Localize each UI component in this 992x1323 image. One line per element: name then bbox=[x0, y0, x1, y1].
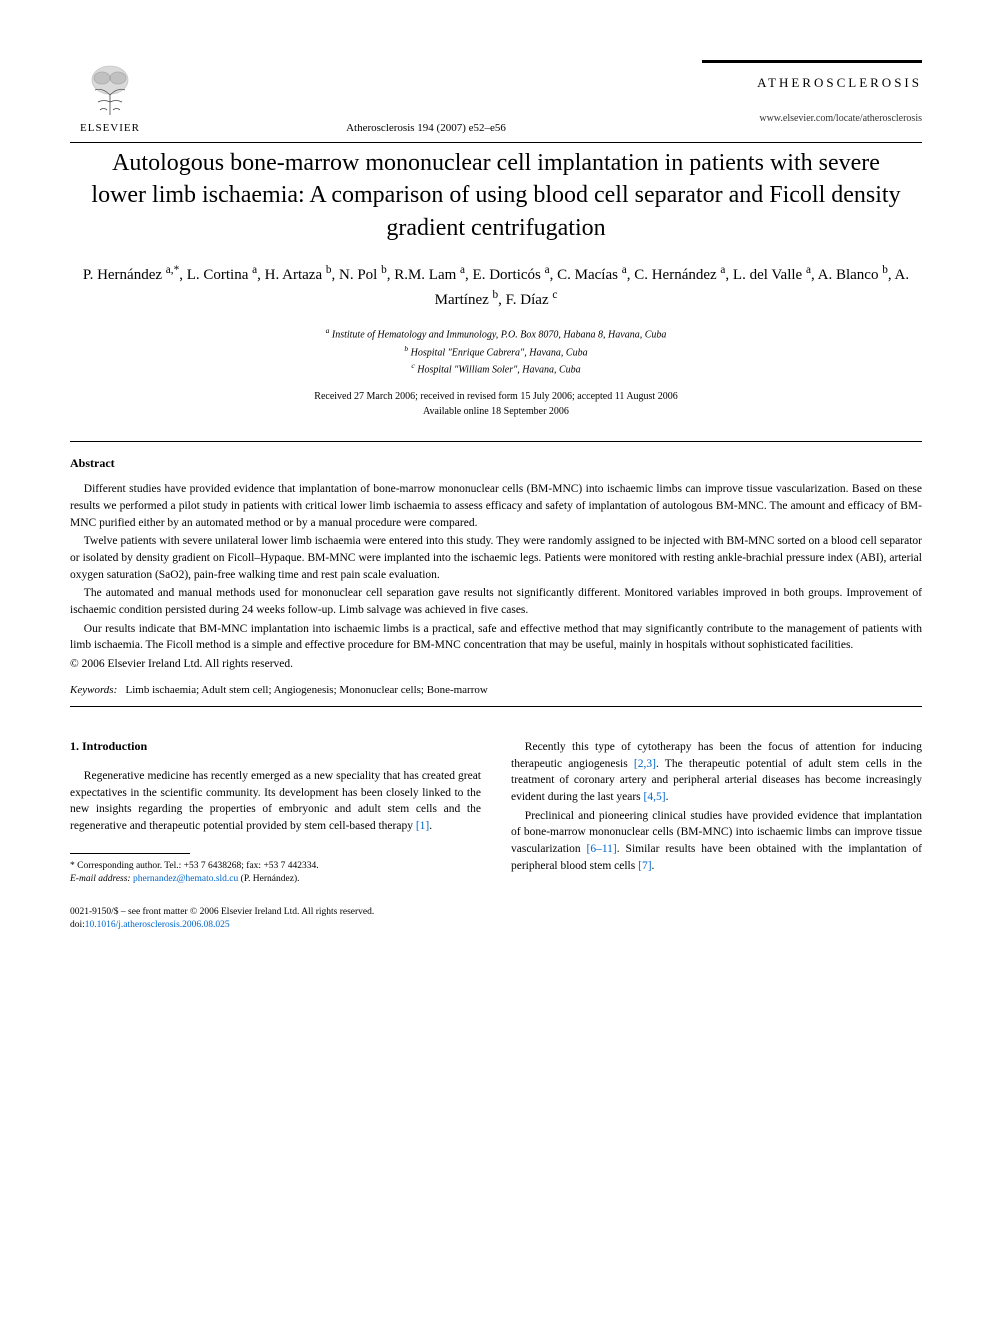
corresponding-author-footnote: * Corresponding author. Tel.: +53 7 6438… bbox=[70, 860, 481, 887]
history-dates: Received 27 March 2006; received in revi… bbox=[70, 389, 922, 404]
email-attribution: (P. Hernández). bbox=[241, 874, 300, 884]
publisher-logo-block: ELSEVIER bbox=[70, 60, 150, 134]
ref-link[interactable]: [1] bbox=[416, 820, 429, 832]
doi-value[interactable]: 10.1016/j.atherosclerosis.2006.08.025 bbox=[85, 920, 230, 930]
keywords-label: Keywords: bbox=[70, 684, 117, 696]
doi-label: doi: bbox=[70, 920, 85, 930]
journal-rule bbox=[702, 60, 922, 63]
left-column: 1. Introduction Regenerative medicine ha… bbox=[70, 739, 481, 886]
email-label: E-mail address: bbox=[70, 874, 131, 884]
doi-line: doi:10.1016/j.atherosclerosis.2006.08.02… bbox=[70, 919, 922, 932]
elsevier-tree-icon bbox=[80, 60, 140, 120]
abstract-para: Our results indicate that BM-MNC implant… bbox=[70, 621, 922, 654]
copyright-line: © 2006 Elsevier Ireland Ltd. All rights … bbox=[70, 658, 922, 670]
corresponding-line: * Corresponding author. Tel.: +53 7 6438… bbox=[70, 860, 481, 873]
rule-above-abstract bbox=[70, 441, 922, 442]
abstract-body: Different studies have provided evidence… bbox=[70, 481, 922, 654]
right-column: Recently this type of cytotherapy has be… bbox=[511, 739, 922, 886]
affiliations: a Institute of Hematology and Immunology… bbox=[70, 325, 922, 377]
intro-para-3: Preclinical and pioneering clinical stud… bbox=[511, 808, 922, 875]
abstract-para: The automated and manual methods used fo… bbox=[70, 585, 922, 618]
body-columns: 1. Introduction Regenerative medicine ha… bbox=[70, 739, 922, 886]
journal-url[interactable]: www.elsevier.com/locate/atherosclerosis bbox=[759, 113, 922, 124]
online-date: Available online 18 September 2006 bbox=[70, 404, 922, 419]
keywords-line: Keywords: Limb ischaemia; Adult stem cel… bbox=[70, 684, 922, 696]
email-address[interactable]: phernandez@hemato.sld.cu bbox=[133, 874, 238, 884]
footnote-rule bbox=[70, 853, 190, 854]
abstract-heading: Abstract bbox=[70, 456, 922, 471]
intro-para-1: Regenerative medicine has recently emerg… bbox=[70, 768, 481, 835]
affiliation-b: b Hospital "Enrique Cabrera", Havana, Cu… bbox=[70, 343, 922, 360]
abstract-para: Twelve patients with severe unilateral l… bbox=[70, 533, 922, 583]
ref-link[interactable]: [2,3] bbox=[634, 758, 656, 770]
citation-line: Atherosclerosis 194 (2007) e52–e56 bbox=[150, 122, 702, 134]
publisher-name: ELSEVIER bbox=[80, 122, 140, 134]
article-title: Autologous bone-marrow mononuclear cell … bbox=[90, 147, 902, 244]
email-line: E-mail address: phernandez@hemato.sld.cu… bbox=[70, 873, 481, 886]
bottom-info: 0021-9150/$ – see front matter © 2006 El… bbox=[70, 906, 922, 933]
authors-list: P. Hernández a,*, L. Cortina a, H. Artaz… bbox=[70, 262, 922, 311]
journal-block: ATHEROSCLEROSIS www.elsevier.com/locate/… bbox=[702, 60, 922, 124]
keywords-values: Limb ischaemia; Adult stem cell; Angioge… bbox=[126, 684, 488, 696]
ref-link[interactable]: [6–11] bbox=[587, 843, 617, 855]
affiliation-c: c Hospital "William Soler", Havana, Cuba bbox=[70, 360, 922, 377]
article-dates: Received 27 March 2006; received in revi… bbox=[70, 389, 922, 419]
issn-line: 0021-9150/$ – see front matter © 2006 El… bbox=[70, 906, 922, 919]
intro-para-2: Recently this type of cytotherapy has be… bbox=[511, 739, 922, 806]
page-header: ELSEVIER Atherosclerosis 194 (2007) e52–… bbox=[70, 60, 922, 143]
abstract-para: Different studies have provided evidence… bbox=[70, 481, 922, 531]
ref-link[interactable]: [4,5] bbox=[644, 791, 666, 803]
journal-name: ATHEROSCLEROSIS bbox=[757, 75, 922, 91]
section-1-heading: 1. Introduction bbox=[70, 739, 481, 754]
citation-wrapper: Atherosclerosis 194 (2007) e52–e56 bbox=[150, 122, 702, 134]
affiliation-a: a Institute of Hematology and Immunology… bbox=[70, 325, 922, 342]
rule-below-keywords bbox=[70, 706, 922, 707]
ref-link[interactable]: [7] bbox=[638, 860, 651, 872]
